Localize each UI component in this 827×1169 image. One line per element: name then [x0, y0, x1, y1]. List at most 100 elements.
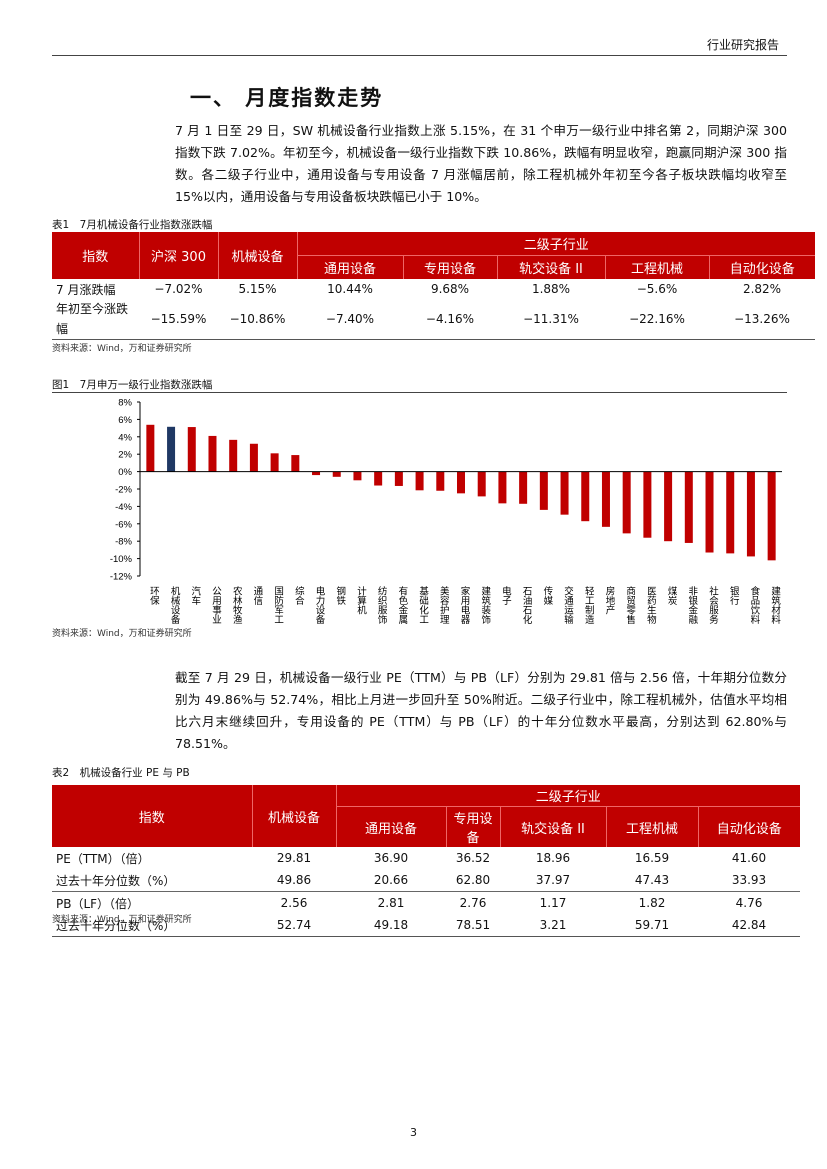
table-cell: 2.76 [446, 891, 500, 914]
row-label: PB（LF）（倍） [52, 891, 252, 914]
x-tick-label: 钢铁 [334, 585, 346, 606]
bar-基础化工 [415, 471, 424, 491]
row-label: 7 月涨跌幅 [56, 282, 116, 297]
bar-交通运输 [560, 471, 569, 515]
x-tick-label: 银行 [728, 585, 740, 606]
bar-计算机 [353, 471, 362, 481]
x-tick-label: 建筑装饰 [479, 585, 491, 625]
row-label: 过去十年分位数（%） [56, 873, 176, 888]
paragraph-2: 截至 7 月 29 日，机械设备一级行业 PE（TTM）与 PB（LF）分别为 … [175, 670, 787, 751]
x-tick-label: 建筑材料 [769, 585, 781, 625]
table-cell: 59.71 [634, 918, 670, 932]
y-tick-label: -12% [110, 572, 133, 583]
table-cell: 2.82% [742, 282, 782, 296]
x-tick-label: 机械设备 [169, 585, 181, 625]
table-cell: 47.43 [634, 873, 670, 887]
y-tick-label: -6% [115, 519, 132, 530]
bar-传媒 [539, 471, 548, 510]
y-tick-label: 6% [118, 415, 132, 426]
table-cell: 33.93 [731, 873, 767, 887]
x-tick-label: 食品饮料 [748, 585, 760, 625]
table-cell: −7.02% [154, 282, 203, 296]
figure-divider [52, 392, 787, 393]
y-tick-label: 4% [118, 432, 132, 443]
table-cell: 2.81 [336, 891, 446, 914]
x-tick-label: 电子 [500, 585, 512, 605]
table-cell: 16.59 [634, 851, 670, 865]
bar-综合 [291, 455, 300, 472]
subheader-cell: 轨交设备 II [500, 806, 607, 847]
subheader-cell: 自动化设备 [709, 255, 815, 279]
subheader-cell: 工程机械 [606, 806, 699, 847]
table-cell: −22.16% [629, 312, 685, 326]
table-cell: 9.68% [430, 282, 470, 296]
table-cell: 36.90 [373, 851, 409, 865]
x-tick-label: 汽车 [189, 585, 201, 606]
table1-caption: 表1 7月机械设备行业指数涨跌幅 [52, 219, 213, 231]
bar-非银金融 [684, 471, 693, 543]
x-tick-label: 公用事业 [210, 586, 222, 624]
y-tick-label: -4% [115, 502, 132, 513]
bar-公用事业 [208, 435, 217, 472]
table1-source: 资料来源：Wind，万和证券研究所 [52, 344, 192, 354]
bar-环保 [146, 424, 155, 472]
table-cell: 49.86 [276, 873, 312, 887]
page-number: 3 [410, 1126, 417, 1139]
table-row: 过去十年分位数（%） 49.86 20.66 62.80 37.97 47.43 33.93 [52, 869, 800, 892]
bar-建筑材料 [767, 471, 776, 561]
table-cell: 18.96 [535, 851, 571, 865]
table-row: 过去十年分位数（%） 52.74 49.18 78.51 3.21 59.71 42.84 [52, 914, 800, 937]
header-cell: 指数 [52, 785, 253, 847]
bar-电力设备 [312, 471, 321, 476]
x-tick-label: 计算机 [355, 585, 367, 615]
y-tick-label: 8% [118, 398, 132, 409]
x-tick-label: 纺织服饰 [376, 585, 388, 625]
x-tick-label: 农林牧渔 [231, 585, 243, 624]
x-tick-label: 房地产 [603, 585, 615, 615]
bar-煤炭 [664, 471, 673, 542]
subheader-cell: 专用设备 [403, 255, 498, 279]
table-cell: 49.18 [373, 918, 409, 932]
subheader-cell: 轨交设备 II [497, 255, 606, 279]
x-tick-label: 社会服务 [707, 585, 719, 625]
x-tick-label: 有色金属 [396, 585, 408, 625]
bar-通信 [249, 443, 258, 472]
table-cell: 1.82 [606, 891, 698, 914]
bar-chart: 8% 6% 4% 2% 0% -2% -4% -6% -8% -10% -12% 环保 机械设备 汽车 公用… [110, 398, 782, 625]
table-cell: −7.40% [325, 312, 375, 326]
bar-银行 [726, 471, 735, 554]
paragraph-1: 7 月 1 日至 29 日，SW 机械设备行业指数上涨 5.15%，在 31 个… [175, 123, 787, 204]
table-cell: 20.66 [373, 873, 409, 887]
header-cell: 二级子行业 [336, 785, 800, 807]
table-row: PB（LF）（倍） 2.56 2.81 2.76 1.17 1.82 4.76 [52, 891, 800, 914]
y-tick-label: -2% [115, 485, 132, 496]
bar-商贸零售 [622, 471, 631, 534]
table-cell: 1.88% [531, 282, 571, 296]
table-cell: 42.84 [731, 918, 767, 932]
bar-医药生物 [643, 471, 652, 538]
subheader-cell: 工程机械 [605, 255, 710, 279]
x-tick-label: 商贸零售 [624, 585, 636, 625]
bar-农林牧渔 [229, 439, 238, 472]
bar-汽车 [187, 427, 196, 472]
table-cell: 2.56 [252, 891, 336, 914]
table-cell: 52.74 [276, 918, 312, 932]
table-cell: −13.26% [734, 312, 790, 326]
subheader-cell: 专用设备 [446, 806, 501, 847]
bar-轻工制造 [581, 471, 590, 522]
table-cell: 3.21 [539, 918, 567, 932]
bar-电子 [498, 471, 507, 504]
bar-食品饮料 [746, 471, 755, 557]
row-label: 年初至今涨跌幅 [56, 302, 129, 336]
bar-国防军工 [270, 453, 279, 472]
row-label: 过去十年分位数（%） [56, 918, 176, 933]
table-cell: 10.44% [327, 282, 373, 296]
bar-房地产 [601, 471, 610, 527]
table-cell: −11.31% [523, 312, 579, 326]
bar-有色金属 [394, 471, 403, 486]
header-cell: 指数 [52, 232, 140, 279]
table2: 指数 机械设备 二级子行业 通用设备 专用设备 轨交设备 II 工程机械 自动化… [52, 785, 800, 937]
header-divider [52, 55, 787, 56]
x-tick-label: 轻工制造 [583, 585, 595, 625]
y-tick-label: 2% [118, 450, 132, 461]
